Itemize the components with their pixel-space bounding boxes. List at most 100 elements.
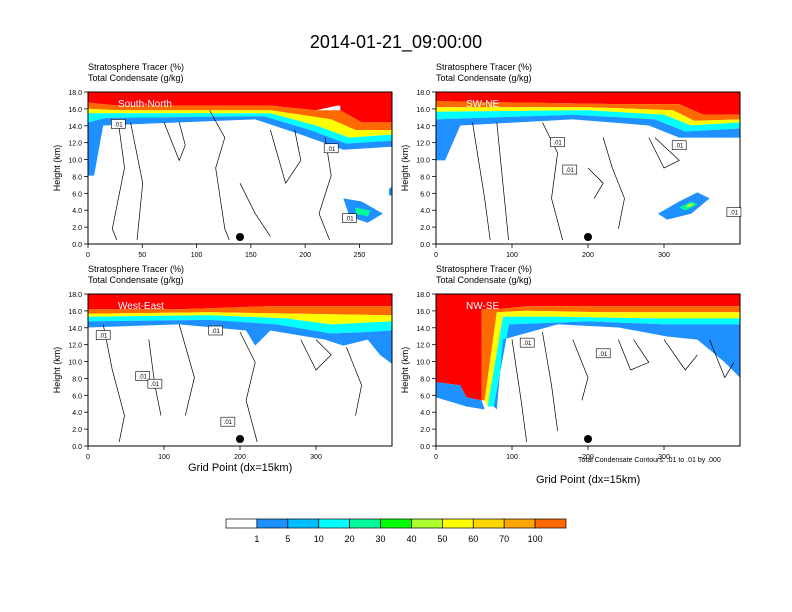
y-tick-label: 8.0 xyxy=(420,174,430,181)
y-tick-label: 14.0 xyxy=(416,124,430,131)
y-tick-label: 2.0 xyxy=(420,225,430,232)
y-tick-label: 16.0 xyxy=(68,107,82,114)
y-tick-label: 4.0 xyxy=(420,410,430,417)
y-tick-label: 6.0 xyxy=(72,393,82,400)
contour-label-box xyxy=(595,348,611,359)
contour-label: .01 xyxy=(151,382,160,388)
y-tick-label: 12.0 xyxy=(416,343,430,350)
tracer-shading xyxy=(355,207,371,217)
contour-label: .01 xyxy=(139,375,148,381)
colorbar-box xyxy=(380,518,412,529)
contour-label-box xyxy=(111,119,126,129)
panel-header-nw-se: Stratosphere Tracer (%) Total Condensate … xyxy=(436,264,533,285)
contour-label: .01 xyxy=(212,329,221,335)
y-tick-label: 16.0 xyxy=(416,107,430,114)
y-tick-label: 14.0 xyxy=(416,326,430,333)
section-label: NW-SE xyxy=(466,301,499,312)
location-marker xyxy=(584,435,592,443)
colorbar-box xyxy=(318,518,350,529)
colorbar-label: 10 xyxy=(314,534,324,544)
contour-label-box xyxy=(671,140,687,151)
location-marker xyxy=(236,435,244,443)
condensate-contour xyxy=(542,122,565,245)
contour-label-box xyxy=(519,337,535,348)
contour-label-box xyxy=(220,416,236,427)
x-tick-label: 100 xyxy=(158,454,170,461)
tracer-shading xyxy=(340,92,392,123)
condensate-contour xyxy=(346,347,362,416)
contour-label: .01 xyxy=(99,334,108,340)
y-tick-label: 6.0 xyxy=(420,393,430,400)
contour-label: .01 xyxy=(553,141,562,147)
condensate-contour xyxy=(111,122,125,245)
tracer-shading xyxy=(88,315,392,334)
y-tick-label: 2.0 xyxy=(72,225,82,232)
section-label: West-East xyxy=(118,301,164,312)
tracer-shading xyxy=(88,306,392,316)
contour-note: Total Condensate Contours: .01 to .01 by… xyxy=(578,457,721,464)
condensate-contour xyxy=(587,167,604,199)
colorbar-label: 30 xyxy=(376,534,386,544)
colorbar-label: 100 xyxy=(528,534,543,544)
condensate-contour xyxy=(239,183,271,237)
colorbar-label: 40 xyxy=(406,534,416,544)
condensate-contour xyxy=(602,137,625,229)
x-tick-label: 200 xyxy=(299,252,311,259)
colorbar-box xyxy=(287,518,320,529)
contour-label-box xyxy=(95,330,111,340)
tracer-shading xyxy=(88,319,392,364)
section-label: SW-NE xyxy=(466,99,499,110)
terrain-band xyxy=(88,442,392,446)
y-axis-label: Height (km) xyxy=(400,145,410,192)
terrain-band xyxy=(436,240,740,244)
x-tick-label: 50 xyxy=(138,252,146,259)
x-tick-label: 0 xyxy=(86,252,90,259)
panel-sw-ne: SW-NE 0.0 2.0 4.0 6.0 8.0 10.0 12.0 14.0 16.0 18.0… xyxy=(400,90,742,259)
condensate-contour xyxy=(709,339,735,379)
x-tick-label: 100 xyxy=(506,454,518,461)
tracer-shading xyxy=(88,312,392,325)
y-tick-label: 0.0 xyxy=(420,242,430,249)
y-tick-label: 2.0 xyxy=(72,427,82,434)
condensate-contour xyxy=(270,129,302,185)
section-label: South-North xyxy=(118,99,172,110)
condensate-contour xyxy=(663,339,698,371)
location-marker xyxy=(584,233,592,241)
y-tick-label: 14.0 xyxy=(68,124,82,131)
contour-label-box xyxy=(562,164,578,175)
y-tick-label: 16.0 xyxy=(68,309,82,316)
panel-header-sw-ne: Stratosphere Tracer (%) Total Condensate … xyxy=(436,62,533,83)
location-marker xyxy=(236,233,244,241)
colorbar-label: 5 xyxy=(285,534,290,544)
x-tick-label: 300 xyxy=(658,252,670,259)
y-tick-label: 2.0 xyxy=(420,427,430,434)
x-tick-label: 200 xyxy=(234,454,246,461)
y-tick-label: 0.0 xyxy=(72,242,82,249)
y-tick-label: 8.0 xyxy=(72,174,82,181)
colorbar-box xyxy=(503,518,536,529)
colorbar-box xyxy=(225,518,258,529)
colorbar-label: 60 xyxy=(468,534,478,544)
panel-south-north: South-North 0.0 2.0 4.0 6.0 8.0 10.0 12.0 14.0 16… xyxy=(52,90,393,259)
y-tick-label: 8.0 xyxy=(72,376,82,383)
tracer-shading xyxy=(436,114,740,161)
contour-label-box xyxy=(323,143,339,154)
y-tick-label: 10.0 xyxy=(416,158,430,165)
contour-label-box xyxy=(726,207,742,217)
condensate-contour xyxy=(300,339,332,371)
y-tick-label: 8.0 xyxy=(420,376,430,383)
y-tick-label: 0.0 xyxy=(420,444,430,451)
x-tick-label: 300 xyxy=(658,454,670,461)
y-tick-label: 4.0 xyxy=(420,208,430,215)
contour-label: .01 xyxy=(599,352,608,358)
tracer-shading xyxy=(88,294,392,310)
y-tick-label: 12.0 xyxy=(68,141,82,148)
y-tick-label: 10.0 xyxy=(416,360,430,367)
tracer-shading xyxy=(88,113,392,144)
contour-label: .01 xyxy=(327,147,336,153)
x-tick-label: 100 xyxy=(506,252,518,259)
colorbar-box xyxy=(411,518,443,529)
y-tick-label: 12.0 xyxy=(416,141,430,148)
tracer-shading xyxy=(436,101,740,121)
contour-label-box xyxy=(135,371,151,381)
